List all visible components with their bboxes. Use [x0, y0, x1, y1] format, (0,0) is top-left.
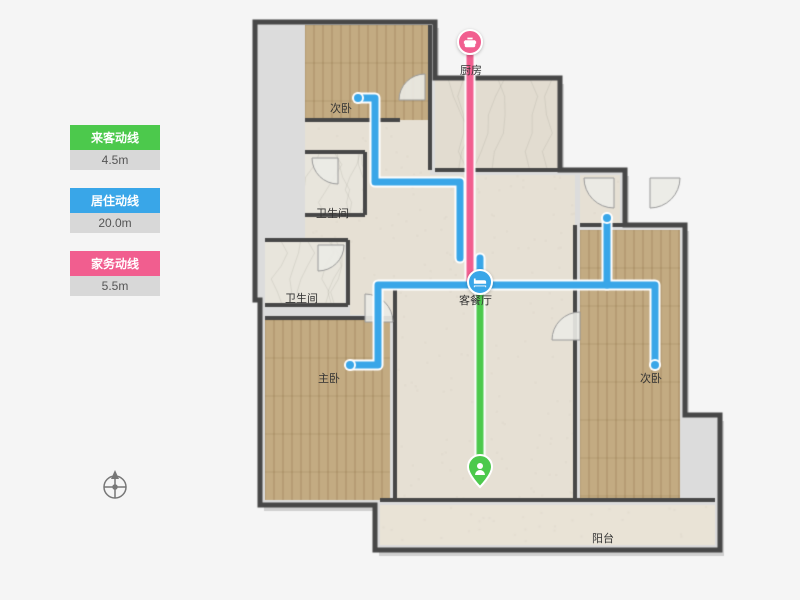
legend-label: 来客动线: [70, 125, 160, 150]
legend-value: 5.5m: [70, 276, 160, 296]
path-node-pot-icon: [457, 29, 483, 55]
compass-icon: [95, 465, 135, 505]
legend-item-living: 居住动线 20.0m: [70, 188, 160, 233]
legend-label: 家务动线: [70, 251, 160, 276]
legend-value: 4.5m: [70, 150, 160, 170]
room-label: 卫生间: [285, 290, 318, 306]
room-label: 卫生间: [316, 205, 349, 221]
room-label: 阳台: [592, 530, 614, 546]
legend-value: 20.0m: [70, 213, 160, 233]
legend-item-guest: 来客动线 4.5m: [70, 125, 160, 170]
room-label: 次卧: [640, 370, 662, 386]
legend-label: 居住动线: [70, 188, 160, 213]
room-label: 主卧: [318, 370, 340, 386]
room-label: 厨房: [460, 62, 482, 78]
entry-marker: [466, 453, 494, 489]
legend-item-housework: 家务动线 5.5m: [70, 251, 160, 296]
path-node-bed-icon: [467, 269, 493, 295]
room-label: 次卧: [330, 100, 352, 116]
legend: 来客动线 4.5m 居住动线 20.0m 家务动线 5.5m: [70, 125, 160, 314]
